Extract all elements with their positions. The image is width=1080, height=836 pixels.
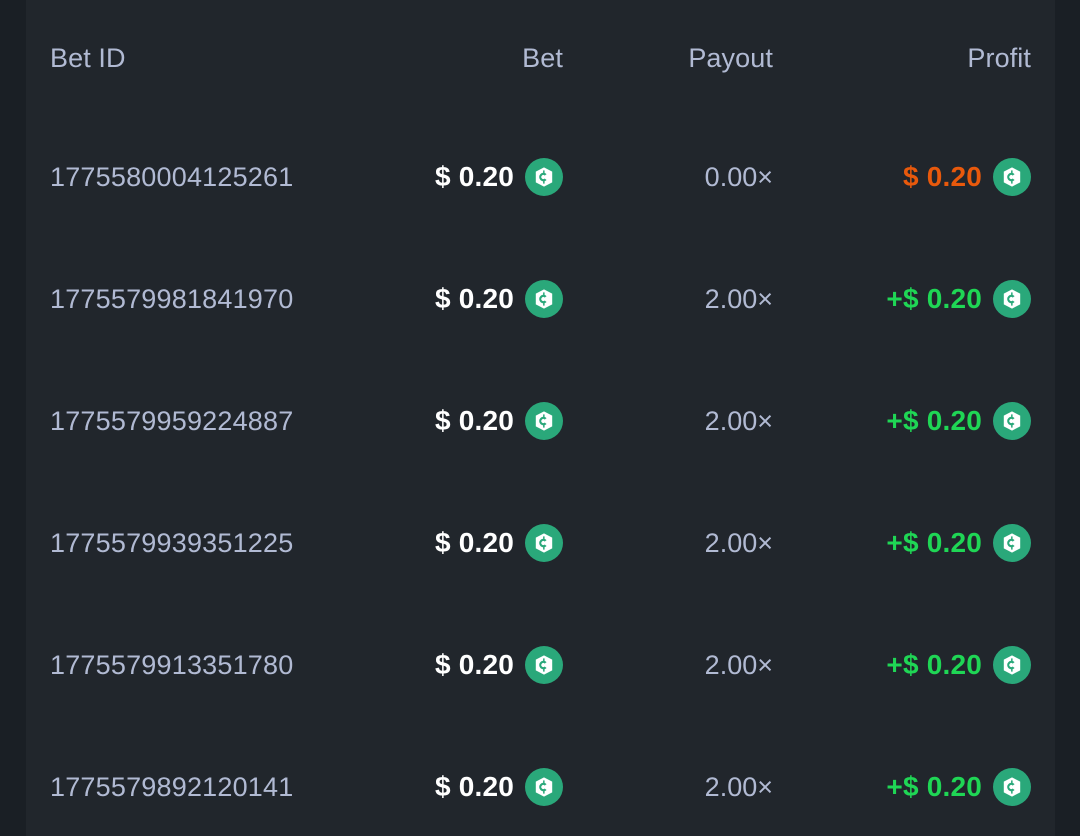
gem-coin-icon: [525, 158, 563, 196]
gem-coin-icon: [525, 402, 563, 440]
cell-bet-id[interactable]: 1775580004125261: [50, 161, 294, 192]
cell-profit: +$ 0.20: [801, 482, 1055, 604]
bets-table-header: Bet ID Bet Payout Profit: [26, 0, 1055, 116]
bet-amount: $ 0.20: [434, 771, 514, 802]
cell-bet-id[interactable]: 1775579981841970: [50, 283, 294, 314]
cell-bet-id[interactable]: 1775579892120141: [50, 771, 294, 802]
cell-bet: $ 0.20: [366, 482, 581, 604]
cell-bet: $ 0.20: [366, 726, 581, 836]
gem-coin-icon: [993, 768, 1031, 806]
bets-table-body: 1775580004125261 $ 0.20 0.00× $ 0.20 177…: [26, 116, 1055, 836]
table-row[interactable]: 1775579892120141 $ 0.20 2.00× +$ 0.20: [26, 726, 1055, 836]
gem-coin-icon: [993, 524, 1031, 562]
gem-coin-icon: [525, 646, 563, 684]
gem-coin-icon: [993, 158, 1031, 196]
cell-payout: 2.00×: [704, 283, 773, 314]
cell-payout: 2.00×: [704, 649, 773, 680]
gem-coin-icon: [993, 402, 1031, 440]
cell-profit: +$ 0.20: [801, 604, 1055, 726]
gem-coin-icon: [525, 768, 563, 806]
cell-payout: 2.00×: [704, 405, 773, 436]
bets-table-panel: Bet ID Bet Payout Profit 177558000412526…: [26, 0, 1055, 836]
header-row: Bet ID Bet Payout Profit: [26, 0, 1055, 116]
cell-bet: $ 0.20: [366, 360, 581, 482]
bet-amount: $ 0.20: [434, 161, 514, 192]
cell-payout: 2.00×: [704, 771, 773, 802]
profit-amount: +$ 0.20: [886, 527, 982, 558]
table-row[interactable]: 1775579981841970 $ 0.20 2.00× +$ 0.20: [26, 238, 1055, 360]
cell-bet-id[interactable]: 1775579939351225: [50, 527, 294, 558]
column-header-profit[interactable]: Profit: [967, 42, 1031, 73]
table-row[interactable]: 1775580004125261 $ 0.20 0.00× $ 0.20: [26, 116, 1055, 238]
column-header-payout[interactable]: Payout: [688, 42, 773, 73]
cell-profit: +$ 0.20: [801, 726, 1055, 836]
cell-bet: $ 0.20: [366, 116, 581, 238]
column-header-bet-id[interactable]: Bet ID: [50, 42, 126, 73]
column-header-bet[interactable]: Bet: [522, 42, 563, 73]
profit-amount: +$ 0.20: [886, 405, 982, 436]
table-row[interactable]: 1775579959224887 $ 0.20 2.00× +$ 0.20: [26, 360, 1055, 482]
cell-profit: $ 0.20: [801, 116, 1055, 238]
profit-amount: +$ 0.20: [886, 771, 982, 802]
cell-profit: +$ 0.20: [801, 360, 1055, 482]
bet-amount: $ 0.20: [434, 527, 514, 558]
cell-bet-id[interactable]: 1775579959224887: [50, 405, 294, 436]
bets-table: Bet ID Bet Payout Profit 177558000412526…: [26, 0, 1055, 836]
bet-amount: $ 0.20: [434, 405, 514, 436]
gem-coin-icon: [993, 646, 1031, 684]
cell-bet-id[interactable]: 1775579913351780: [50, 649, 294, 680]
table-row[interactable]: 1775579913351780 $ 0.20 2.00× +$ 0.20: [26, 604, 1055, 726]
cell-profit: +$ 0.20: [801, 238, 1055, 360]
cell-payout: 2.00×: [704, 527, 773, 558]
cell-payout: 0.00×: [704, 161, 773, 192]
gem-coin-icon: [525, 280, 563, 318]
bet-amount: $ 0.20: [434, 649, 514, 680]
profit-amount: +$ 0.20: [886, 649, 982, 680]
gem-coin-icon: [993, 280, 1031, 318]
gem-coin-icon: [525, 524, 563, 562]
table-row[interactable]: 1775579939351225 $ 0.20 2.00× +$ 0.20: [26, 482, 1055, 604]
profit-amount: +$ 0.20: [886, 283, 982, 314]
profit-amount: $ 0.20: [902, 161, 982, 192]
cell-bet: $ 0.20: [366, 238, 581, 360]
bet-amount: $ 0.20: [434, 283, 514, 314]
cell-bet: $ 0.20: [366, 604, 581, 726]
